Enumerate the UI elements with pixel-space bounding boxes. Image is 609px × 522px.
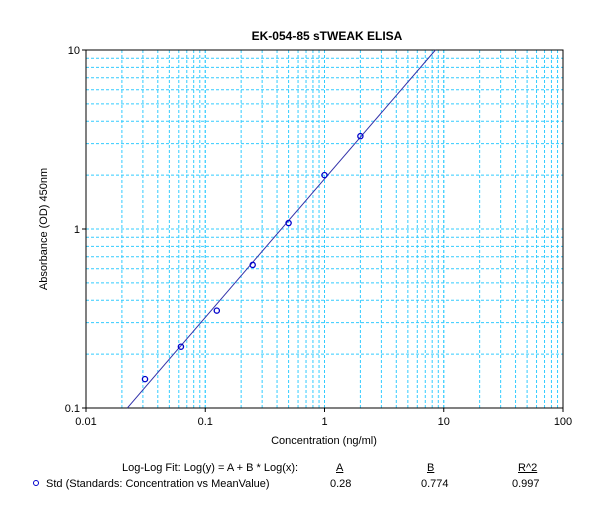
- data-point: [249, 261, 256, 269]
- x-tick-label: 10: [438, 416, 450, 428]
- fit-header-b: B: [427, 462, 435, 474]
- y-tick-label: 0.1: [65, 403, 80, 415]
- fit-header-r2: R^2: [518, 462, 538, 474]
- y-axis-label: Absorbance (OD) 450nm: [38, 168, 50, 290]
- fit-summary-table: Log-Log Fit: Log(y) = A + B * Log(x): A …: [0, 462, 609, 502]
- grid: [86, 50, 563, 408]
- fit-value-r2: 0.997: [512, 478, 540, 490]
- x-tick-label: 100: [554, 416, 572, 428]
- data-point: [357, 132, 364, 140]
- y-tick-label: 1: [74, 224, 80, 236]
- data-point: [285, 219, 292, 227]
- x-tick-label: 0.1: [198, 416, 213, 428]
- data-point: [141, 375, 149, 383]
- fit-value-a: 0.28: [330, 478, 352, 490]
- fit-value-b: 0.774: [421, 478, 449, 490]
- chart-title: EK-054-85 sTWEAK ELISA: [252, 29, 403, 43]
- data-points: [141, 132, 364, 383]
- data-point: [177, 343, 185, 350]
- x-axis-label: Concentration (ng/ml): [271, 435, 377, 447]
- fit-header-a: A: [336, 462, 344, 474]
- legend-circle-icon: [33, 480, 39, 486]
- legend-series-label: Std (Standards: Concentration vs MeanVal…: [46, 478, 270, 490]
- x-tick-label: 0.01: [75, 416, 96, 428]
- y-tick-label: 10: [68, 45, 80, 57]
- data-point: [321, 171, 328, 179]
- fit-equation-label: Log-Log Fit: Log(y) = A + B * Log(x):: [122, 462, 299, 474]
- x-tick-label: 1: [321, 416, 327, 428]
- data-point: [213, 307, 221, 314]
